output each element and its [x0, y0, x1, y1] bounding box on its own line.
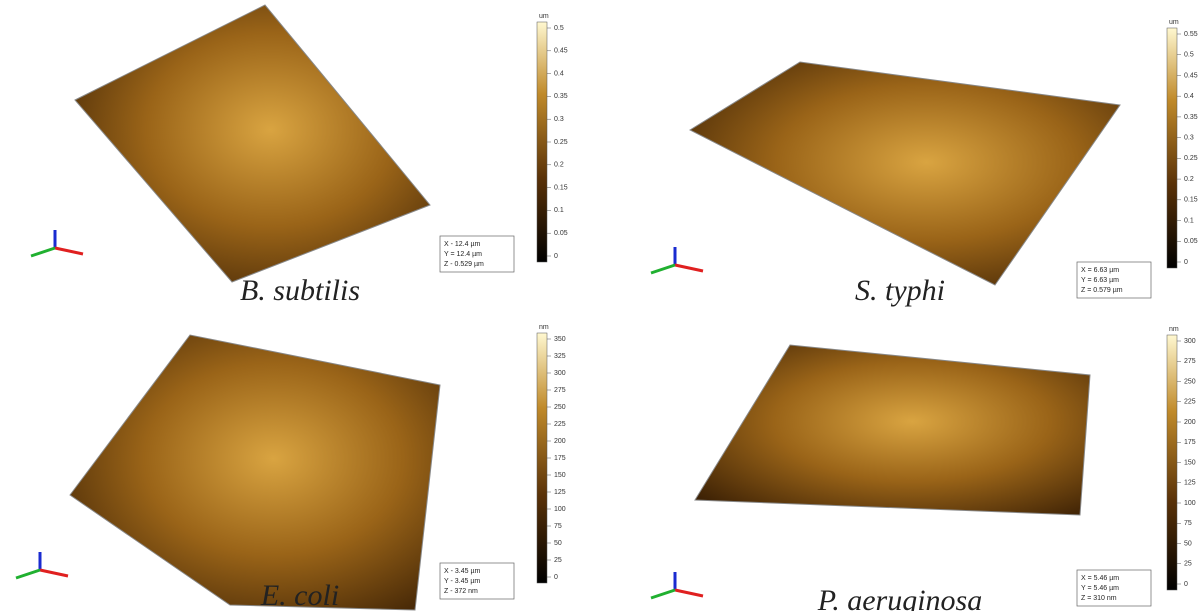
color-bar-unit: um — [539, 13, 549, 20]
color-bar-label: 250 — [1184, 378, 1196, 385]
dimension-text: X - 3.45 µm — [444, 568, 480, 575]
dimension-text: Y = 5.46 µm — [1081, 585, 1119, 592]
color-bar-label: 0.3 — [554, 116, 564, 123]
panel: nm35032530027525022520017515012510075502… — [16, 324, 566, 611]
axis-x — [675, 265, 703, 271]
color-bar-label: 0.4 — [1184, 93, 1194, 100]
color-bar-label: 0.45 — [1184, 72, 1198, 79]
color-bar-label: 275 — [1184, 358, 1196, 365]
dimension-text: Z = 310 nm — [1081, 595, 1117, 602]
dimension-text: Z - 0.529 µm — [444, 261, 484, 268]
axis-y — [31, 248, 55, 256]
color-bar-label: 100 — [1184, 500, 1196, 507]
color-bar-label: 0.1 — [1184, 217, 1194, 224]
color-bar-label: 75 — [1184, 520, 1192, 527]
color-bar-label: 50 — [1184, 540, 1192, 547]
panel-caption: S. typhi — [855, 274, 945, 307]
color-bar — [537, 333, 547, 583]
color-bar-label: 175 — [554, 455, 566, 462]
color-bar-label: 0.25 — [554, 139, 568, 146]
afm-surface — [70, 335, 440, 610]
axis-y — [651, 590, 675, 598]
dimension-text: Z = 0.579 µm — [1081, 287, 1123, 294]
color-bar-label: 250 — [554, 404, 566, 411]
axis-x — [55, 248, 83, 254]
afm-surface — [75, 5, 430, 282]
color-bar — [537, 22, 547, 262]
dimension-text: X = 6.63 µm — [1081, 267, 1119, 274]
color-bar-label: 200 — [1184, 419, 1196, 426]
color-bar-label: 0 — [1184, 581, 1188, 588]
panel-caption: B. subtilis — [240, 274, 360, 307]
color-bar-label: 0.25 — [1184, 155, 1198, 162]
color-bar-unit: nm — [539, 324, 549, 331]
color-bar-label: 0.4 — [554, 70, 564, 77]
axis-x — [40, 570, 68, 576]
color-bar-label: 25 — [554, 557, 562, 564]
color-bar-label: 300 — [554, 370, 566, 377]
color-bar-label: 200 — [554, 438, 566, 445]
panel-caption: E. coli — [260, 579, 339, 611]
panel-caption: P. aeruginosa — [817, 584, 982, 611]
axis-x — [675, 590, 703, 596]
color-bar — [1167, 335, 1177, 590]
color-bar-label: 0.35 — [1184, 114, 1198, 121]
color-bar-label: 225 — [554, 421, 566, 428]
color-bar-label: 0.2 — [554, 162, 564, 169]
dimension-text: Y = 6.63 µm — [1081, 277, 1119, 284]
panel: um 0.55 0.5 0.45 0.4 0.35 0.3 0.25 0.2 0.15 0.1 0.0… — [651, 19, 1198, 307]
color-bar-label: 75 — [554, 523, 562, 530]
color-bar-label: 225 — [1184, 399, 1196, 406]
axis-y — [16, 570, 40, 578]
color-bar-unit: nm — [1169, 326, 1179, 333]
color-bar-label: 0.15 — [554, 184, 568, 191]
dimension-text: Y - 3.45 µm — [444, 578, 480, 585]
color-bar-label: 0.55 — [1184, 31, 1198, 38]
color-bar-label: 0 — [554, 253, 558, 260]
color-bar-label: 125 — [1184, 480, 1196, 487]
figure: um 0.5 0.45 0.4 0.35 0.3 0.25 0.2 0.15 0.1 0.05 0 X … — [0, 0, 1203, 611]
color-bar-label: 0.5 — [554, 25, 564, 32]
color-bar-label: 150 — [1184, 459, 1196, 466]
axis-y — [651, 265, 675, 273]
color-bar-unit: um — [1169, 19, 1179, 26]
color-bar-label: 0.35 — [554, 93, 568, 100]
dimension-text: X - 12.4 µm — [444, 241, 480, 248]
color-bar-label: 350 — [554, 336, 566, 343]
color-bar-label: 0.3 — [1184, 134, 1194, 141]
dimension-text: Y = 12.4 µm — [444, 251, 482, 258]
color-bar-label: 0.45 — [554, 48, 568, 55]
color-bar-label: 25 — [1184, 561, 1192, 568]
dimension-text: Z - 372 nm — [444, 588, 478, 595]
afm-surface — [690, 62, 1120, 285]
color-bar-label: 0 — [554, 574, 558, 581]
color-bar-label: 0.5 — [1184, 52, 1194, 59]
color-bar-label: 0.15 — [1184, 197, 1198, 204]
panel: um 0.5 0.45 0.4 0.35 0.3 0.25 0.2 0.15 0.1 0.05 0 X … — [31, 5, 568, 307]
color-bar-label: 325 — [554, 353, 566, 360]
afm-surface — [695, 345, 1090, 515]
color-bar-label: 100 — [554, 506, 566, 513]
dimension-text: X = 5.46 µm — [1081, 575, 1119, 582]
color-bar-label: 0.05 — [1184, 238, 1198, 245]
color-bar-label: 125 — [554, 489, 566, 496]
color-bar — [1167, 28, 1177, 268]
color-bar-label: 0.1 — [554, 207, 564, 214]
color-bar-label: 50 — [554, 540, 562, 547]
color-bar-label: 300 — [1184, 338, 1196, 345]
color-bar-label: 275 — [554, 387, 566, 394]
color-bar-label: 0 — [1184, 259, 1188, 266]
color-bar-label: 175 — [1184, 439, 1196, 446]
color-bar-label: 150 — [554, 472, 566, 479]
color-bar-label: 0.2 — [1184, 176, 1194, 183]
color-bar-label: 0.05 — [554, 230, 568, 237]
